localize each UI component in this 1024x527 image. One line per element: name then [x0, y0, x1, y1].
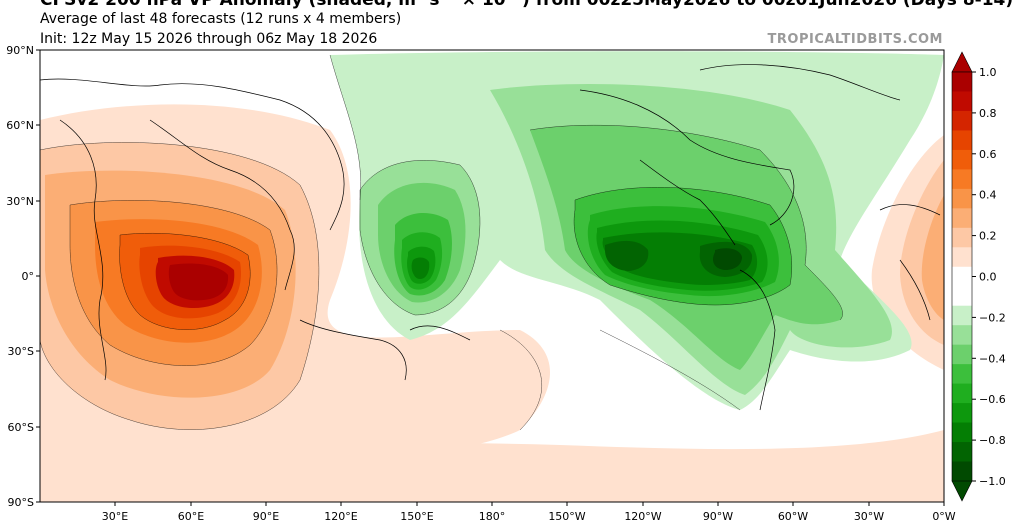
- colorbar-segment: [952, 422, 972, 443]
- coastlines: [40, 64, 941, 411]
- lon-tick-label: 0°W: [932, 510, 955, 523]
- lon-tick-label: 180°: [479, 510, 506, 523]
- lon-tick-label: 30°W: [854, 510, 884, 523]
- negative-contour-am-0.9: [713, 248, 742, 270]
- lat-tick-label: 90°N: [6, 44, 34, 57]
- lat-tick-label: 30°N: [6, 195, 34, 208]
- colorbar-segment: [952, 149, 972, 170]
- colorbar-tick-label: −1.0: [979, 475, 1006, 488]
- map-subtitle: Average of last 48 forecasts (12 runs x …: [40, 11, 402, 27]
- colorbar-tick-label: 0.8: [979, 107, 997, 120]
- colorbar-segment: [952, 208, 972, 229]
- colorbar-segment: [952, 344, 972, 365]
- colorbar-segment: [952, 286, 972, 307]
- colorbar-segment: [952, 188, 972, 209]
- colorbar-tick-label: 0.0: [979, 271, 997, 284]
- positive-contour-0.9: [168, 263, 229, 301]
- lat-tick-label: 30°S: [8, 345, 34, 358]
- colorbar-segment: [952, 72, 972, 92]
- lon-tick-label: 90°E: [253, 510, 279, 523]
- map-title: CFSv2 200 hPa VP Anomaly (shaded, m² s⁻¹…: [40, 0, 1014, 10]
- lat-tick-label: 90°S: [8, 496, 34, 509]
- lat-tick-label: 0°: [22, 270, 35, 283]
- colorbar-segment: [952, 325, 972, 346]
- colorbar-segment: [952, 169, 972, 190]
- colorbar-segment: [952, 442, 972, 463]
- colorbar-segment: [952, 461, 972, 482]
- colorbar-segment: [952, 383, 972, 404]
- colorbar-segment: [952, 305, 972, 326]
- lon-tick-label: 90°W: [703, 510, 733, 523]
- lon-tick-label: 150°E: [400, 510, 433, 523]
- colorbar-tick-label: −0.4: [979, 352, 1006, 365]
- colorbar-segment: [952, 364, 972, 385]
- colorbar-segments: [952, 72, 972, 482]
- colorbar-segment: [952, 110, 972, 131]
- colorbar-segment: [952, 266, 972, 287]
- colorbar-tick-label: −0.8: [979, 434, 1006, 447]
- lon-tick-label: 120°E: [324, 510, 357, 523]
- colorbar-segment: [952, 91, 972, 112]
- lon-tick-label: 120°W: [624, 510, 661, 523]
- positive-contour-east-0.3: [921, 195, 944, 320]
- longitude-axis: 30°E 60°E 90°E 120°E 150°E 180° 150°W 12…: [102, 502, 956, 523]
- lat-tick-label: 60°N: [6, 119, 34, 132]
- colorbar-segment: [952, 130, 972, 151]
- init-time: Init: 12z May 15 2026 through 06z May 18…: [40, 31, 378, 47]
- negative-contour-am-0.8a: [605, 240, 649, 271]
- colorbar-extend-bottom: [951, 480, 973, 502]
- credit-watermark: TROPICALTIDBITS.COM: [767, 32, 943, 47]
- colorbar-tick-label: 0.2: [979, 230, 997, 243]
- colorbar-extend-top: [951, 51, 973, 73]
- lat-tick-label: 60°S: [8, 421, 34, 434]
- negative-contour-wp-0.7: [411, 257, 430, 279]
- colorbar-segment: [952, 227, 972, 248]
- lon-tick-label: 30°E: [102, 510, 128, 523]
- lon-tick-label: 60°W: [778, 510, 808, 523]
- colorbar-tick-label: −0.2: [979, 311, 1006, 324]
- lon-tick-label: 60°E: [178, 510, 204, 523]
- colorbar-segment: [952, 403, 972, 424]
- colorbar-segment: [952, 247, 972, 268]
- colorbar-tick-label: 0.4: [979, 189, 997, 202]
- colorbar: 1.0 0.8 0.6 0.4 0.2 0.0 −0.2 −0.4 −0.6 −0.8 −1.0: [951, 51, 1006, 502]
- colorbar-ticks: 1.0 0.8 0.6 0.4 0.2 0.0 −0.2 −0.4 −0.6 −0.8 −1.0: [972, 66, 1006, 488]
- colorbar-tick-label: 0.6: [979, 148, 997, 161]
- latitude-axis: 90°N 60°N 30°N 0° 30°S 60°S 90°S: [6, 44, 40, 509]
- colorbar-tick-label: 1.0: [979, 66, 997, 79]
- lon-tick-label: 150°W: [548, 510, 585, 523]
- positive-contour-south: [40, 430, 944, 502]
- colorbar-tick-label: −0.6: [979, 393, 1006, 406]
- anomaly-field: [40, 50, 944, 502]
